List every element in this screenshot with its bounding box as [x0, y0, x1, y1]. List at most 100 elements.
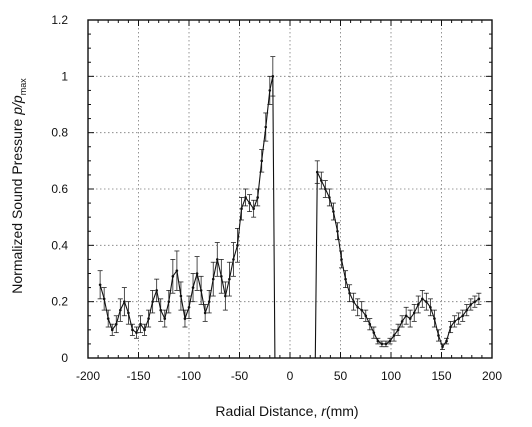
- data-point: [131, 328, 134, 332]
- data-point: [372, 331, 376, 334]
- data-point: [412, 311, 416, 315]
- x-axis-title-unit: (mm): [326, 403, 359, 419]
- data-point: [473, 300, 477, 303]
- x-axis-title-main: Radial Distance,: [215, 403, 321, 419]
- data-point: [268, 89, 272, 92]
- x-tick-label: 200: [482, 369, 502, 383]
- data-point: [211, 277, 215, 281]
- data-point: [256, 196, 259, 199]
- data-point: [396, 328, 400, 332]
- data-point: [408, 317, 412, 320]
- data-point: [324, 187, 327, 191]
- data-point: [106, 317, 110, 320]
- data-point: [183, 317, 187, 320]
- y-axis-title-main: Normalized Sound Pressure: [9, 115, 25, 294]
- x-tick-label: -50: [231, 369, 249, 383]
- data-point: [135, 331, 138, 334]
- data-point: [151, 300, 154, 303]
- data-point: [98, 283, 102, 287]
- data-point: [179, 294, 183, 298]
- y-axis-title-var: p/p: [9, 95, 25, 116]
- data-point: [368, 322, 372, 326]
- data-point: [477, 297, 481, 301]
- data-point: [461, 314, 465, 318]
- x-tick-labels: -200 -150 -100 -50 0 50 100 150 200: [76, 369, 502, 383]
- data-point: [175, 269, 179, 272]
- data-point: [429, 306, 432, 309]
- tick-marks: [87, 19, 493, 359]
- x-tick-label: 0: [287, 369, 294, 383]
- data-point: [199, 289, 203, 292]
- data-point: [421, 297, 424, 301]
- data-point: [404, 314, 408, 318]
- y-tick-label: 0: [61, 351, 68, 365]
- y-axis-title-sub: max: [18, 78, 28, 96]
- data-point: [127, 311, 130, 315]
- data-point: [244, 196, 247, 199]
- data-point: [437, 334, 440, 337]
- data-point: [240, 207, 243, 211]
- data-point: [457, 317, 460, 320]
- data-point: [167, 300, 171, 303]
- data-point: [232, 258, 235, 261]
- y-tick-label: 0.2: [51, 295, 68, 309]
- x-tick-label: -200: [76, 369, 100, 383]
- data-point: [143, 328, 146, 332]
- data-point: [187, 306, 191, 309]
- data-point: [352, 300, 355, 303]
- y-tick-label: 1.2: [51, 13, 68, 27]
- x-axis-title-var: r: [321, 403, 327, 419]
- data-point: [445, 339, 448, 343]
- data-point: [336, 229, 339, 233]
- data-point: [236, 244, 239, 247]
- data-point: [441, 345, 444, 349]
- y-tick-label: 0.8: [51, 126, 68, 140]
- x-tick-label: 50: [334, 369, 348, 383]
- data-point: [119, 308, 122, 312]
- data-point: [123, 300, 126, 303]
- data-point: [416, 303, 420, 306]
- data-point: [364, 314, 368, 318]
- data-point: [224, 294, 227, 298]
- data-point: [388, 339, 392, 343]
- data-point: [114, 322, 118, 326]
- y-tick-labels: 0 0.2 0.4 0.6 0.8 1 1.2: [51, 13, 68, 365]
- data-point: [425, 300, 428, 303]
- x-tick-label: -100: [177, 369, 201, 383]
- data-point: [332, 210, 335, 213]
- data-point: [155, 289, 158, 292]
- data-point: [252, 207, 255, 211]
- y-tick-label: 0.6: [51, 182, 68, 196]
- data-point: [220, 275, 223, 278]
- data-point: [195, 272, 199, 275]
- markers: [98, 75, 481, 349]
- data-point: [340, 258, 343, 261]
- data-point: [392, 334, 396, 337]
- data-point: [320, 179, 323, 182]
- data-point: [191, 286, 195, 289]
- data-point: [384, 342, 388, 346]
- data-point: [203, 311, 207, 315]
- data-point: [260, 159, 264, 163]
- x-tick-label: 100: [381, 369, 401, 383]
- data-point: [207, 300, 211, 303]
- data-point: [328, 196, 331, 199]
- data-point: [380, 342, 384, 346]
- grid: [88, 20, 492, 358]
- data-point: [433, 317, 436, 320]
- data-point: [400, 320, 404, 323]
- x-tick-label: 150: [431, 369, 451, 383]
- data-point: [215, 258, 219, 261]
- data-point: [376, 339, 380, 343]
- data-point: [147, 317, 150, 320]
- data-point: [348, 291, 351, 295]
- data-point: [449, 325, 452, 329]
- data-point: [465, 308, 469, 312]
- data-point: [469, 303, 473, 306]
- x-axis-title: Radial Distance, r(mm): [215, 403, 358, 419]
- series-line: [99, 76, 480, 359]
- error-bars: [97, 56, 482, 350]
- data-point: [110, 328, 114, 332]
